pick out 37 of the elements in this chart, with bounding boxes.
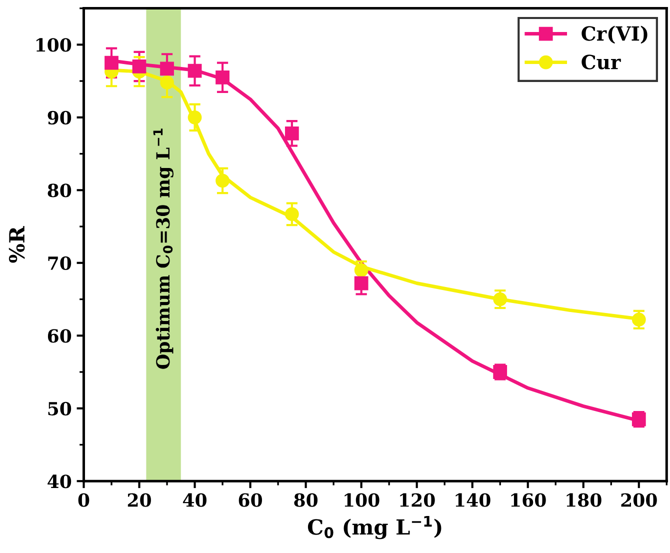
point bbox=[632, 312, 646, 327]
x-tick-label: 60 bbox=[238, 493, 262, 507]
legend-label: Cr(VI) bbox=[582, 26, 648, 44]
y-tick-label: 40 bbox=[48, 474, 72, 488]
x-tick-label: 160 bbox=[511, 493, 546, 507]
point bbox=[104, 56, 118, 70]
x-tick-label: 120 bbox=[400, 493, 435, 507]
y-tick-label: 70 bbox=[48, 256, 72, 270]
y-tick-label: 50 bbox=[48, 402, 72, 416]
band-label: Optimum C$_{0}$=30 mg L$^{−1}$ bbox=[153, 128, 174, 369]
point bbox=[132, 60, 146, 74]
x-tick-label: 180 bbox=[566, 493, 602, 507]
point bbox=[216, 174, 230, 188]
y-axis-title: %R bbox=[8, 226, 25, 263]
x-tick-label: 0 bbox=[78, 493, 90, 507]
x-tick-label: 200 bbox=[621, 493, 657, 507]
x-tick-label: 100 bbox=[344, 493, 380, 507]
y-tick-label: 100 bbox=[36, 38, 72, 52]
point bbox=[284, 207, 299, 222]
point bbox=[354, 263, 368, 278]
point bbox=[216, 70, 230, 84]
point bbox=[188, 110, 202, 124]
y-tick-label: 60 bbox=[48, 329, 72, 343]
x-tick-label: 40 bbox=[182, 493, 206, 507]
x-tick-label: 80 bbox=[294, 493, 318, 507]
point bbox=[284, 126, 299, 140]
y-tick-label: 90 bbox=[48, 110, 72, 125]
legend-label: Cur bbox=[582, 54, 621, 70]
point bbox=[188, 64, 202, 78]
x-tick-label: 20 bbox=[128, 493, 151, 507]
x-tick-label: 140 bbox=[456, 493, 490, 507]
y-tick-label: 80 bbox=[48, 184, 72, 198]
point bbox=[160, 76, 174, 90]
point bbox=[160, 62, 174, 76]
x-axis-title: C$_{0}$ (mg L$^{−1}$) bbox=[308, 516, 442, 540]
point bbox=[493, 292, 508, 306]
point bbox=[354, 276, 368, 290]
